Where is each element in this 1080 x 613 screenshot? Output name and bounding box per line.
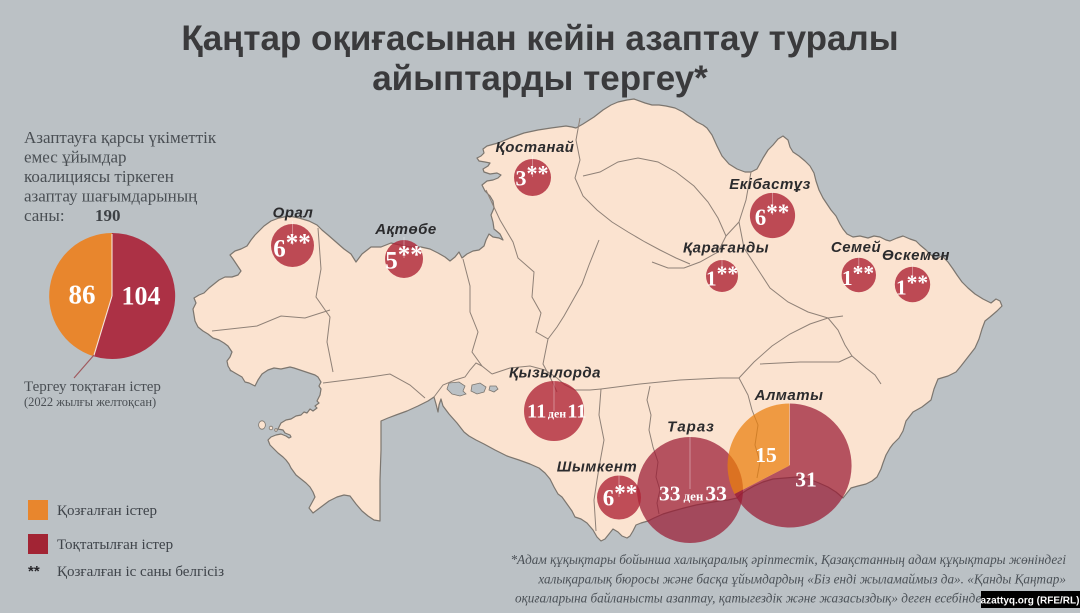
svg-text:Қызылорда: Қызылорда <box>509 365 601 382</box>
svg-text:Орал: Орал <box>273 205 314 222</box>
svg-text:Өскемен: Өскемен <box>882 247 950 264</box>
svg-text:31: 31 <box>795 468 817 492</box>
svg-text:халықаралық бюросы және басқа: халықаралық бюросы және басқа ұйымдардың… <box>537 572 1066 587</box>
svg-text:*Адам құқықтары бойынша халықа: *Адам құқықтары бойынша халықаралық әріп… <box>510 552 1066 567</box>
svg-text:**: ** <box>28 563 40 580</box>
svg-text:Семей: Семей <box>831 239 881 256</box>
svg-text:Екібастұз: Екібастұз <box>729 176 811 193</box>
svg-text:Қостанай: Қостанай <box>496 139 575 156</box>
svg-text:Тоқтатылған істер: Тоқтатылған істер <box>57 537 173 553</box>
svg-text:Қаңтар оқиғасынан кейін азапта: Қаңтар оқиғасынан кейін азаптау туралы <box>181 19 898 58</box>
svg-text:Шымкент: Шымкент <box>557 459 637 476</box>
svg-text:емес ұйымдар: емес ұйымдар <box>24 148 127 167</box>
svg-text:azattyq.org (RFE/RL): azattyq.org (RFE/RL) <box>981 596 1080 607</box>
svg-text:оқиғаларына байланысты азаптау: оқиғаларына байланысты азаптау, қатыгезд… <box>515 591 1066 606</box>
svg-text:Тергеу тоқтаған істер: Тергеу тоқтаған істер <box>24 379 161 395</box>
svg-text:Қозғалған істер: Қозғалған істер <box>57 503 157 519</box>
svg-text:азаптау шағымдарының: азаптау шағымдарының <box>24 187 197 206</box>
svg-text:Қарағанды: Қарағанды <box>683 240 769 257</box>
svg-text:айыптарды тергеу*: айыптарды тергеу* <box>372 59 708 98</box>
svg-text:Ақтөбе: Ақтөбе <box>374 221 437 238</box>
svg-text:104: 104 <box>122 282 161 311</box>
svg-text:15: 15 <box>755 443 777 467</box>
svg-text:(2022 жылғы желтоқсан): (2022 жылғы желтоқсан) <box>24 395 156 409</box>
svg-text:Қозғалған іс саны белгісіз: Қозғалған іс саны белгісіз <box>57 564 224 580</box>
svg-text:86: 86 <box>69 280 96 310</box>
svg-text:коалициясы тіркеген: коалициясы тіркеген <box>24 167 174 186</box>
svg-text:Алматы: Алматы <box>754 387 824 404</box>
svg-text:Тараз: Тараз <box>667 419 715 436</box>
svg-text:Азаптауға қарсы үкіметтік: Азаптауға қарсы үкіметтік <box>24 128 217 147</box>
